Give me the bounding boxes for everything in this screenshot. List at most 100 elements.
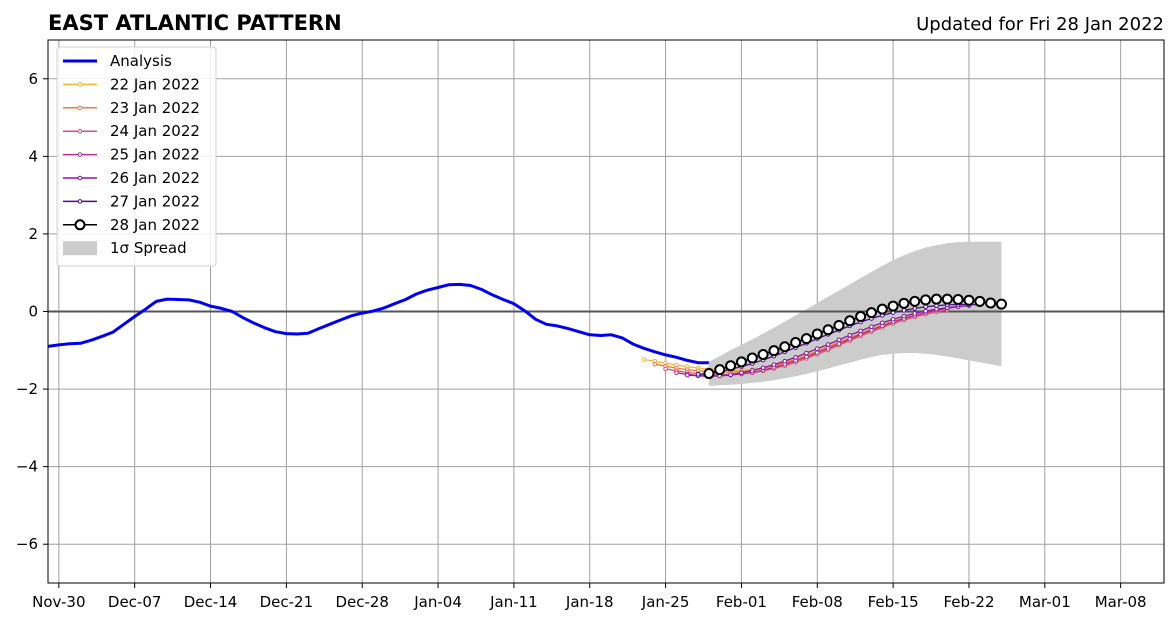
x-axis: Nov-30 Dec-07 Dec-14 Dec-21 Dec-28 Jan-04 Jan-… (32, 583, 1147, 611)
y-tick-label: 4 (28, 147, 38, 165)
x-tick-label: Mar-01 (1019, 593, 1071, 611)
x-tick-label: Dec-28 (335, 593, 389, 611)
current-forecast-point (930, 293, 942, 305)
legend-marker (77, 152, 83, 157)
x-tick-label: Nov-30 (32, 593, 85, 611)
legend-label: 1σ Spread (110, 239, 187, 257)
legend-label: 26 Jan 2022 (110, 169, 200, 187)
x-tick-label: Jan-04 (413, 593, 462, 611)
forecast-point (836, 341, 842, 346)
current-forecast-series (703, 293, 1007, 380)
current-forecast-point (790, 337, 802, 349)
current-forecast-point (865, 307, 877, 319)
series-group (47, 282, 1007, 380)
legend-label: 28 Jan 2022 (110, 216, 200, 234)
y-axis: −6 −4 −2 0 2 4 6 (16, 70, 48, 553)
current-forecast-point (822, 324, 834, 336)
current-forecast-point (952, 293, 964, 305)
current-forecast-point (985, 297, 997, 309)
y-tick-label: 2 (28, 225, 38, 243)
legend-label: 27 Jan 2022 (110, 192, 200, 210)
forecast-point (739, 370, 744, 376)
forecast-point (879, 320, 885, 326)
legend-swatch (63, 241, 97, 256)
legend-label: 25 Jan 2022 (110, 146, 200, 164)
x-tick-label: Jan-18 (565, 593, 614, 611)
analysis-line (47, 282, 709, 365)
current-forecast-point (963, 294, 975, 306)
forecast-point (847, 332, 853, 338)
forecast-point (890, 316, 896, 322)
current-forecast-point (768, 345, 780, 357)
current-forecast-point (833, 319, 845, 331)
x-tick-label: Mar-08 (1095, 593, 1147, 611)
current-forecast-point (920, 294, 932, 306)
current-forecast-point (746, 352, 758, 364)
forecast-point (912, 306, 918, 311)
legend-marker (74, 219, 86, 231)
legend-label: 23 Jan 2022 (110, 99, 200, 117)
current-forecast-point (779, 341, 791, 353)
y-tick-label: −6 (16, 535, 38, 553)
current-forecast-point (855, 311, 867, 323)
x-tick-label: Feb-15 (868, 593, 919, 611)
current-forecast-point (725, 360, 737, 372)
y-tick-label: 0 (28, 303, 38, 321)
current-forecast-point (876, 303, 888, 315)
forecast-point (749, 368, 755, 373)
legend-marker (77, 175, 83, 181)
x-tick-label: Dec-14 (184, 593, 238, 611)
forecast-point (695, 372, 701, 377)
y-tick-label: −2 (16, 380, 38, 398)
legend-label: 22 Jan 2022 (110, 75, 200, 93)
forecast-point (782, 358, 788, 364)
forecast-point (804, 354, 809, 360)
y-tick-label: 6 (28, 70, 38, 88)
current-forecast-point (995, 298, 1007, 310)
legend-marker (77, 199, 83, 204)
chart-title: EAST ATLANTIC PATTERN (48, 11, 342, 35)
y-tick-label: −4 (16, 458, 38, 476)
forecast-point (825, 342, 831, 347)
forecast-point (923, 308, 928, 314)
forecast-point (684, 372, 690, 378)
legend-marker (77, 105, 83, 111)
forecast-point (847, 336, 853, 342)
forecast-point (652, 361, 658, 367)
x-tick-label: Jan-25 (641, 593, 690, 611)
x-tick-label: Feb-01 (716, 593, 767, 611)
x-tick-label: Feb-08 (792, 593, 843, 611)
x-tick-label: Feb-22 (943, 593, 994, 611)
forecast-point (836, 337, 842, 343)
forecast-point (814, 346, 820, 352)
x-tick-label: Dec-07 (108, 593, 162, 611)
current-forecast-point (898, 297, 910, 309)
forecast-point (912, 311, 918, 316)
legend-box (56, 46, 217, 267)
forecast-point (869, 324, 874, 329)
current-forecast-point (887, 300, 899, 312)
forecast-point (901, 308, 907, 313)
forecast-point (793, 354, 798, 360)
current-forecast-point (757, 349, 769, 361)
current-forecast-point (735, 356, 747, 368)
current-forecast-point (800, 333, 812, 345)
forecast-point (641, 357, 647, 362)
legend: Analysis 22 Jan 2022 23 Jan 2022 24 Jan 202… (56, 46, 217, 267)
current-forecast-point (811, 328, 823, 340)
legend-label: 24 Jan 2022 (110, 122, 200, 140)
chart-subtitle: Updated for Fri 28 Jan 2022 (916, 14, 1164, 35)
current-forecast-point (974, 295, 986, 307)
forecast-point (923, 304, 928, 310)
current-forecast-point (941, 293, 953, 305)
legend-marker (77, 128, 83, 134)
forecast-point (771, 362, 777, 367)
current-forecast-point (714, 364, 726, 376)
forecast-point (663, 366, 668, 372)
forecast-point (858, 328, 863, 334)
forecast-point (674, 370, 679, 376)
forecast-point (901, 313, 907, 319)
current-forecast-point (909, 295, 921, 307)
legend-marker (77, 82, 83, 87)
